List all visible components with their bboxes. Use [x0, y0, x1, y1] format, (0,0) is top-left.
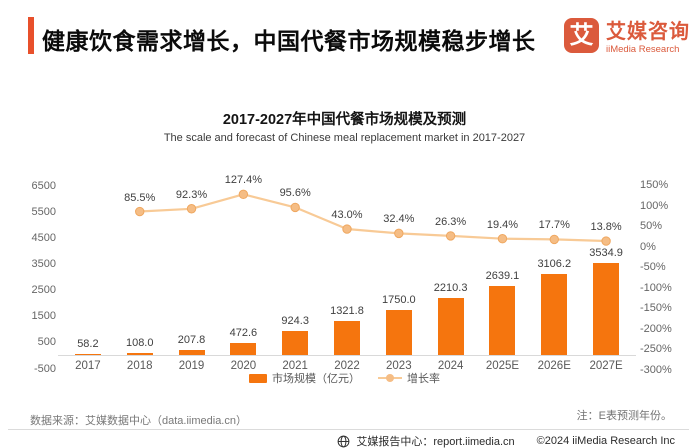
bar-value-label: 2639.1	[485, 270, 520, 283]
y-axis-right-tick-label: -100%	[640, 281, 672, 294]
growth-rate-label: 17.7%	[538, 219, 570, 232]
brand-text: 艾媒咨询 iiMedia Research	[606, 15, 689, 55]
growth-rate-marker	[394, 228, 404, 239]
line-series-swatch-icon	[378, 374, 402, 382]
growth-rate-label: 26.3%	[435, 215, 467, 228]
bar-value-label: 108.0	[125, 336, 154, 349]
growth-rate-label: 19.4%	[486, 218, 519, 231]
chart-title: 2017-2027年中国代餐市场规模及预测	[222, 112, 467, 128]
y-axis-left-tick-label: 2500	[31, 284, 56, 297]
growth-rate-marker	[445, 231, 456, 241]
growth-rate-label: 13.8%	[590, 221, 622, 234]
bar-series-swatch-icon	[249, 373, 267, 383]
bar-value-label: 3534.9	[589, 247, 623, 260]
legend-label-growth-rate: 增长率	[407, 373, 440, 385]
bar	[385, 309, 412, 356]
growth-rate-label: 95.6%	[279, 187, 311, 200]
legend-item-growth-rate: 增长率	[378, 370, 440, 386]
bar	[541, 274, 568, 356]
x-axis-label: 2025E	[485, 360, 520, 372]
growth-rate-label: 92.3%	[175, 188, 208, 201]
x-axis-label: 2026E	[537, 360, 571, 372]
data-source-note: 数据来源：艾媒数据中心（data.iimedia.cn）	[30, 415, 247, 427]
growth-rate-label: 127.4%	[224, 174, 263, 187]
y-axis-left-tick-label: 500	[37, 336, 56, 349]
bar-value-label: 1321.8	[330, 304, 364, 317]
footer-copyright: ©2024 iiMedia Research Inc	[536, 435, 675, 447]
y-axis-left-tick-label: 1500	[31, 310, 56, 323]
brand-name-cn: 艾媒咨询	[606, 21, 689, 43]
bar-value-label: 3106.2	[537, 258, 572, 271]
growth-rate-marker	[290, 202, 300, 213]
bar-value-label: 2210.3	[433, 281, 468, 294]
y-axis-right-tick-label: -250%	[640, 343, 672, 356]
x-axis-label: 2021	[282, 360, 308, 372]
growth-rate-marker	[135, 206, 145, 217]
x-axis-label: 2019	[178, 360, 205, 372]
bar-value-label: 472.6	[229, 327, 258, 340]
growth-rate-marker	[549, 234, 559, 245]
y-axis-right-tick-label: 50%	[640, 220, 663, 233]
bar	[489, 286, 516, 356]
growth-rate-marker	[601, 236, 611, 246]
x-axis-label: 2027E	[589, 360, 623, 372]
bar	[282, 331, 309, 356]
bar	[230, 343, 257, 356]
page-title: 健康饮食需求增长，中国代餐市场规模稳步增长	[42, 28, 536, 54]
footer-divider	[8, 429, 689, 430]
growth-rate-label: 43.0%	[331, 209, 363, 222]
chart-legend: 市场规模（亿元） 增长率	[0, 370, 689, 386]
bar-value-label: 207.8	[177, 333, 206, 346]
bar-value-label: 1750.0	[381, 293, 416, 306]
bar	[126, 352, 153, 356]
footer-site-text: 艾媒报告中心：report.iimedia.cn	[356, 436, 515, 448]
chart-subtitle: The scale and forecast of Chinese meal r…	[163, 132, 526, 144]
bar	[437, 297, 464, 356]
bar-value-label: 58.2	[77, 337, 99, 350]
bar	[334, 320, 360, 356]
y-axis-left-tick-label: -500	[33, 362, 56, 375]
y-axis-right-tick-label: 150%	[640, 179, 669, 191]
bar	[74, 353, 101, 356]
legend-label-market-size: 市场规模（亿元）	[272, 373, 360, 385]
y-axis-left-tick-label: 6500	[31, 179, 56, 192]
brand-name-en: iiMedia Research	[606, 44, 680, 55]
growth-rate-marker	[497, 234, 508, 244]
y-axis-right-tick-label: -200%	[640, 322, 672, 335]
legend-item-market-size: 市场规模（亿元）	[249, 370, 360, 386]
bar	[178, 349, 205, 356]
y-axis-right-tick-label: -150%	[640, 302, 672, 315]
header-accent-bar	[28, 17, 34, 54]
x-axis-label: 2017	[75, 360, 101, 372]
bar	[593, 263, 620, 356]
growth-rate-label: 85.5%	[124, 191, 156, 204]
y-axis-right-tick-label: -50%	[640, 261, 666, 274]
x-axis-label: 2024	[437, 360, 464, 372]
x-axis-label: 2018	[126, 360, 153, 372]
bar-value-label: 924.3	[281, 315, 309, 328]
y-axis-right-tick-label: -300%	[640, 364, 672, 377]
y-axis-right-tick-label: 0%	[640, 240, 656, 253]
y-axis-left-tick-label: 3500	[31, 257, 56, 270]
y-axis-left-tick-label: 5500	[31, 205, 56, 218]
iimedia-logo-icon: 艾	[564, 17, 599, 53]
growth-rate-label: 32.4%	[383, 213, 415, 226]
growth-rate-marker	[186, 204, 197, 214]
x-axis-baseline	[58, 355, 636, 357]
footer-bar: 艾媒报告中心：report.iimedia.cn ©2024 iiMedia R…	[337, 433, 675, 448]
forecast-note: 注：E表预测年份。	[576, 410, 672, 422]
x-axis-label: 2023	[386, 360, 412, 372]
globe-icon	[337, 435, 350, 447]
growth-rate-marker	[342, 224, 352, 234]
growth-rate-marker	[238, 189, 249, 200]
brand-logo: 艾 艾媒咨询 iiMedia Research	[564, 15, 689, 55]
growth-rate-line	[139, 193, 607, 243]
x-axis-label: 2022	[334, 360, 360, 372]
y-axis-right-tick-label: 100%	[640, 199, 669, 212]
x-axis-label: 2020	[230, 360, 257, 372]
y-axis-left-tick-label: 4500	[31, 231, 56, 244]
